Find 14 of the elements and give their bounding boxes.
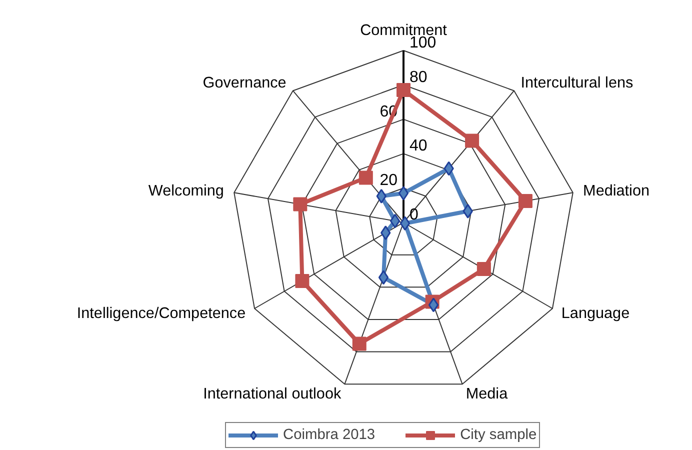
spoke-label: Media bbox=[466, 385, 508, 402]
legend-label: City sample bbox=[460, 427, 537, 443]
spoke-label: Mediation bbox=[583, 182, 650, 200]
spoke-label: Intelligence/Competence bbox=[76, 305, 246, 322]
y-tick-label: 80 bbox=[410, 68, 428, 86]
legend-label: Coimbra 2013 bbox=[283, 427, 376, 443]
spoke-label: Language bbox=[561, 305, 630, 322]
y-tick-label: 20 bbox=[380, 172, 398, 190]
spoke-label: Welcoming bbox=[148, 182, 224, 200]
spoke-label: Governance bbox=[202, 74, 286, 92]
y-tick-label: 0 bbox=[410, 206, 418, 224]
spoke-label: Intercultural lens bbox=[520, 74, 634, 92]
spoke-label: International outlook bbox=[203, 385, 342, 402]
y-tick-label: 40 bbox=[410, 138, 428, 155]
